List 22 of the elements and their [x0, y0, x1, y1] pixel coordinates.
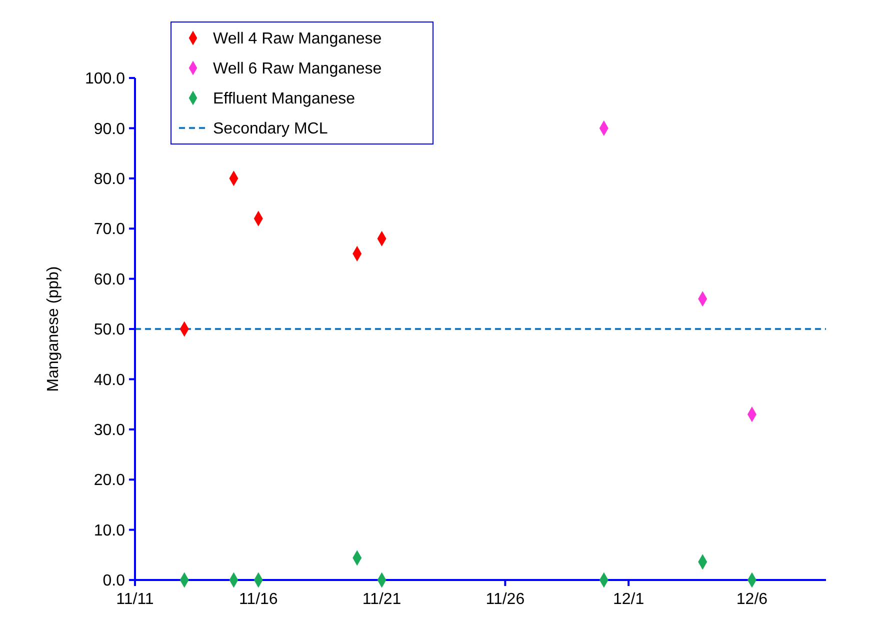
y-tick-label: 50.0	[94, 322, 126, 339]
legend-label: Effluent Manganese	[213, 90, 356, 108]
y-tick-label: 70.0	[94, 221, 126, 238]
legend-label: Well 4 Raw Manganese	[213, 30, 382, 48]
y-tick-label: 0.0	[102, 572, 126, 590]
y-tick-label: 100.0	[84, 70, 126, 88]
x-tick-label: 12/1	[613, 591, 644, 608]
x-tick-label: 11/21	[362, 591, 402, 608]
y-axis-title: Manganese (ppb)	[45, 266, 62, 392]
y-tick-label: 30.0	[94, 422, 126, 439]
x-tick-label: 11/26	[486, 591, 525, 608]
x-tick-label: 11/16	[238, 591, 278, 608]
y-tick-label: 20.0	[94, 472, 126, 490]
x-tick-label: 11/11	[116, 591, 154, 608]
x-tick-label: 12/6	[736, 591, 768, 608]
legend-label: Secondary MCL	[213, 120, 328, 138]
y-tick-label: 10.0	[94, 522, 126, 540]
legend-label: Well 6 Raw Manganese	[213, 60, 382, 78]
y-tick-label: 80.0	[94, 171, 126, 188]
y-tick-label: 90.0	[94, 120, 126, 138]
y-tick-label: 60.0	[94, 271, 126, 288]
y-tick-label: 40.0	[94, 372, 126, 389]
